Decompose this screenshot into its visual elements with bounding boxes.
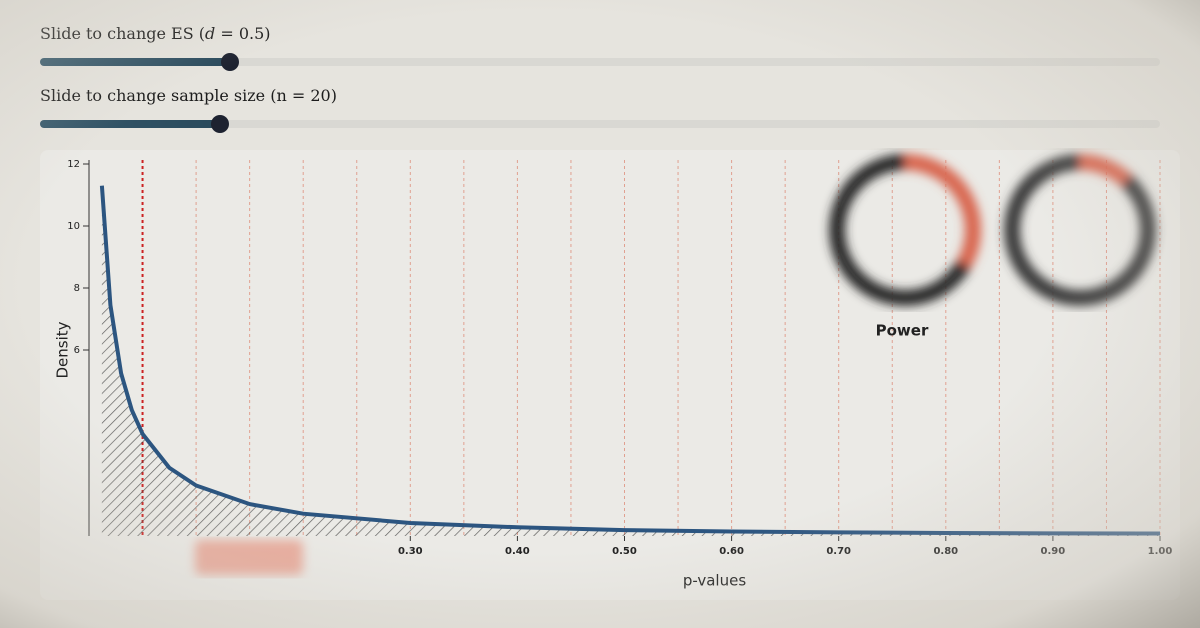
x-tick-label: 0.80 [933, 546, 958, 557]
density-line [99, 185, 1161, 536]
y-tick-label: 10 [67, 221, 80, 232]
y-tick-label: 6 [74, 345, 80, 356]
x-tick-label: 0.90 [1041, 546, 1066, 557]
power-label: Power [876, 322, 929, 340]
blurred-badge [195, 540, 303, 575]
x-tick-label: 0.60 [719, 546, 744, 557]
x-tick-label: 0.70 [826, 546, 851, 557]
y-tick-label: 8 [74, 283, 80, 294]
x-tick-label: 0.30 [398, 546, 423, 557]
y-axis-label: Density [54, 321, 72, 378]
area [101, 185, 1160, 536]
power-donut [829, 153, 1156, 306]
x-tick-label: 1.00 [1148, 546, 1173, 557]
x-tick-label: 0.40 [505, 546, 530, 557]
x-axis-label: p-values [683, 572, 747, 590]
x-tick-label: 0.50 [612, 546, 637, 557]
y-tick-label: 12 [67, 159, 80, 170]
